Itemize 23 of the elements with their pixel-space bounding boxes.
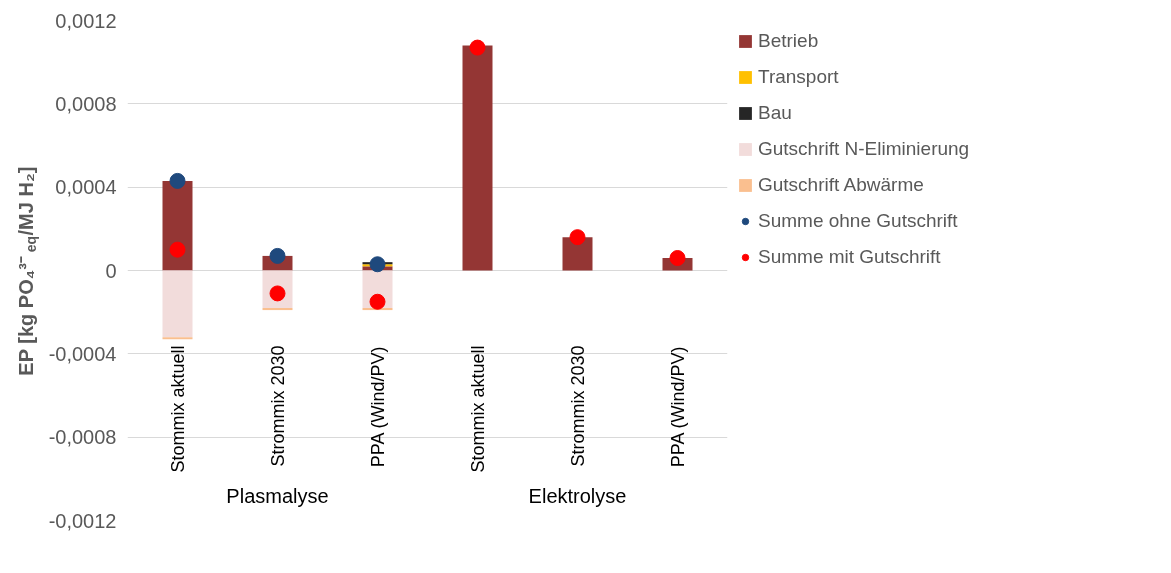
legend-label: Transport: [758, 66, 839, 88]
x-tick-label: PPA (Wind/PV): [367, 346, 388, 468]
x-tick-label: Strommix 2030: [267, 345, 288, 467]
y-tick-label: -0,0004: [48, 342, 117, 365]
legend-label: Summe ohne Gutschrift: [758, 210, 958, 232]
y-tick-label: 0,0012: [55, 9, 117, 32]
x-tick-label: PPA (Wind/PV): [667, 346, 688, 468]
x-tick-label: Stommix aktuell: [167, 345, 188, 473]
y-axis-title: EP [kg PO₄³⁻eq/MJ H₂]: [14, 166, 39, 376]
y-tick-label: 0,0004: [55, 176, 117, 199]
y-tick-label: 0: [105, 259, 117, 282]
legend-label: Gutschrift Abwärme: [758, 174, 924, 196]
y-tick-label: 0,0008: [55, 92, 117, 115]
y-tick-label: -0,0012: [48, 509, 117, 532]
y-tick-label: -0,0008: [48, 426, 117, 449]
legend-label: Gutschrift N-Eliminierung: [758, 138, 970, 160]
legend-label: Betrieb: [758, 30, 819, 52]
annotation: Plasmalyse: [226, 484, 329, 507]
legend-label: Bau: [758, 102, 792, 124]
x-tick-label: Stommix aktuell: [467, 345, 488, 473]
annotation: Elektrolyse: [528, 484, 627, 507]
legend-label: Summe mit Gutschrift: [758, 246, 941, 268]
x-tick-label: Strommix 2030: [567, 345, 588, 467]
